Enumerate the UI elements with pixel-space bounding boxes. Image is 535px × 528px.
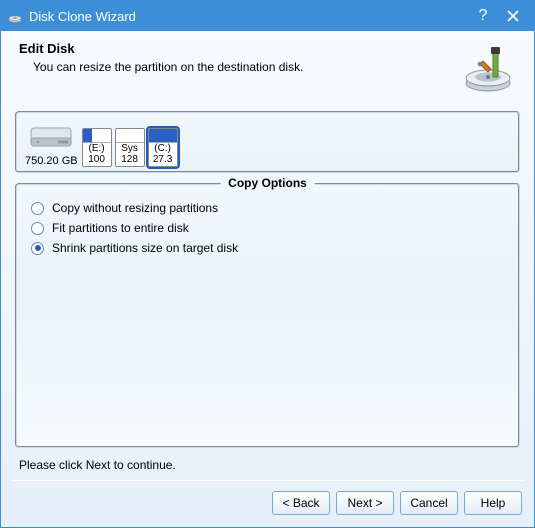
hint-text: Please click Next to continue. — [19, 458, 516, 472]
header: Edit Disk You can resize the partition o… — [1, 31, 534, 111]
page-title: Edit Disk — [19, 41, 460, 56]
dialog-window: Disk Clone Wizard ? Edit Disk You can re… — [0, 0, 535, 528]
partition-2[interactable]: (C:)27.3 — [148, 128, 178, 167]
partition-size: 27.3 — [153, 154, 172, 165]
back-button[interactable]: < Back — [272, 491, 330, 515]
button-bar: < Back Next > Cancel Help — [1, 481, 534, 527]
window-title: Disk Clone Wizard — [29, 9, 468, 24]
help-icon[interactable]: ? — [468, 1, 498, 31]
next-button[interactable]: Next > — [336, 491, 394, 515]
copy-option-1[interactable]: Fit partitions to entire disk — [31, 221, 504, 235]
target-disk: 750.20 GB — [25, 121, 78, 167]
page-subtitle: You can resize the partition on the dest… — [19, 60, 460, 74]
partition-label: (C:) — [154, 143, 171, 154]
partition-1[interactable]: Sys128 — [115, 128, 145, 167]
radio-icon[interactable] — [31, 202, 44, 215]
disk-capacity: 750.20 GB — [25, 155, 78, 167]
partition-size: 100 — [88, 154, 105, 165]
radio-icon[interactable] — [31, 242, 44, 255]
partition-label: (E:) — [89, 143, 105, 154]
partition-0[interactable]: (E:)100 — [82, 128, 112, 167]
radio-icon[interactable] — [31, 222, 44, 235]
radio-label: Copy without resizing partitions — [52, 201, 218, 215]
close-icon[interactable] — [498, 1, 528, 31]
wizard-disk-icon — [460, 41, 516, 97]
radio-label: Fit partitions to entire disk — [52, 221, 189, 235]
hard-disk-icon — [27, 121, 75, 153]
copy-option-0[interactable]: Copy without resizing partitions — [31, 201, 504, 215]
title-bar: Disk Clone Wizard ? — [1, 1, 534, 31]
app-icon — [7, 8, 23, 24]
copy-options-group: Copy Options Copy without resizing parti… — [15, 183, 520, 448]
disk-layout-panel: 750.20 GB (E:)100Sys128(C:)27.3 — [15, 111, 520, 173]
copy-option-2[interactable]: Shrink partitions size on target disk — [31, 241, 504, 255]
copy-options-legend: Copy Options — [220, 176, 315, 190]
cancel-button[interactable]: Cancel — [400, 491, 458, 515]
help-button[interactable]: Help — [464, 491, 522, 515]
radio-label: Shrink partitions size on target disk — [52, 241, 238, 255]
partition-size: 128 — [121, 154, 138, 165]
partition-label: Sys — [121, 143, 138, 154]
